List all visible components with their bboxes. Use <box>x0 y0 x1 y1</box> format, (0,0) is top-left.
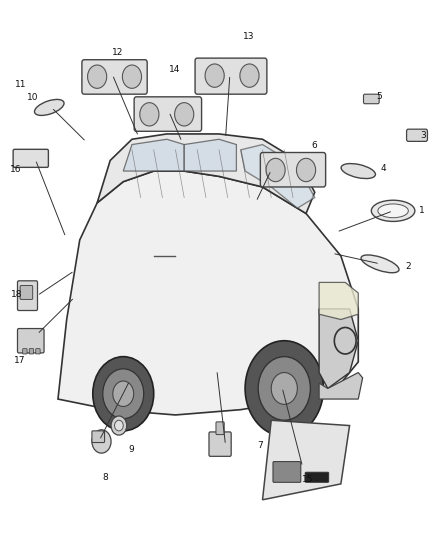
Circle shape <box>205 64 224 87</box>
Circle shape <box>103 369 144 419</box>
Text: 15: 15 <box>302 475 313 484</box>
FancyBboxPatch shape <box>18 281 38 311</box>
Ellipse shape <box>341 164 375 179</box>
FancyBboxPatch shape <box>20 286 33 300</box>
FancyBboxPatch shape <box>260 152 325 187</box>
Ellipse shape <box>361 255 399 273</box>
Text: 5: 5 <box>376 92 382 101</box>
Polygon shape <box>319 373 363 399</box>
FancyBboxPatch shape <box>273 462 301 482</box>
Circle shape <box>175 103 194 126</box>
FancyBboxPatch shape <box>18 328 44 353</box>
Circle shape <box>115 420 123 431</box>
Text: 11: 11 <box>15 80 27 89</box>
Circle shape <box>113 381 134 407</box>
Circle shape <box>266 158 285 182</box>
Text: 4: 4 <box>381 164 386 173</box>
Polygon shape <box>241 144 315 208</box>
Text: 10: 10 <box>28 93 39 102</box>
Ellipse shape <box>371 200 415 221</box>
Polygon shape <box>58 171 358 415</box>
Text: 2: 2 <box>406 262 411 271</box>
Text: 8: 8 <box>102 473 108 482</box>
Ellipse shape <box>35 100 64 116</box>
Text: 17: 17 <box>14 357 26 366</box>
Polygon shape <box>184 139 237 171</box>
Text: 18: 18 <box>11 289 22 298</box>
FancyBboxPatch shape <box>92 431 105 442</box>
FancyBboxPatch shape <box>364 94 379 104</box>
Text: 7: 7 <box>258 441 263 450</box>
Circle shape <box>122 65 141 88</box>
Circle shape <box>240 64 259 87</box>
FancyBboxPatch shape <box>13 149 48 167</box>
Text: 3: 3 <box>420 131 426 140</box>
Circle shape <box>271 373 297 405</box>
FancyBboxPatch shape <box>406 129 427 141</box>
Circle shape <box>140 103 159 126</box>
Text: 14: 14 <box>169 64 180 74</box>
FancyBboxPatch shape <box>29 349 34 354</box>
Ellipse shape <box>378 204 408 217</box>
Text: 16: 16 <box>10 166 21 174</box>
Text: 9: 9 <box>128 445 134 454</box>
Circle shape <box>258 357 311 420</box>
Polygon shape <box>319 282 358 319</box>
Polygon shape <box>123 139 184 171</box>
Polygon shape <box>97 134 315 214</box>
Circle shape <box>92 430 111 453</box>
FancyBboxPatch shape <box>305 472 328 482</box>
FancyBboxPatch shape <box>209 432 231 456</box>
Circle shape <box>88 65 107 88</box>
Polygon shape <box>319 309 358 389</box>
Text: 1: 1 <box>418 206 424 215</box>
FancyBboxPatch shape <box>23 349 27 354</box>
Text: 13: 13 <box>243 33 254 42</box>
Circle shape <box>297 158 316 182</box>
Circle shape <box>111 416 127 435</box>
Circle shape <box>93 357 154 431</box>
Text: 6: 6 <box>311 141 317 150</box>
FancyBboxPatch shape <box>36 349 40 354</box>
Text: 12: 12 <box>112 49 124 58</box>
FancyBboxPatch shape <box>195 58 267 94</box>
Circle shape <box>245 341 323 436</box>
FancyBboxPatch shape <box>134 97 201 131</box>
FancyBboxPatch shape <box>216 422 224 434</box>
Polygon shape <box>262 420 350 500</box>
FancyBboxPatch shape <box>82 60 147 94</box>
